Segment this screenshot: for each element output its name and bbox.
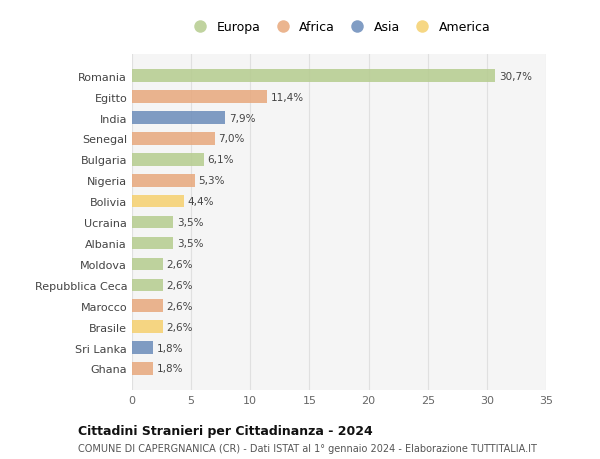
Bar [132,196,184,208]
Text: Cittadini Stranieri per Cittadinanza - 2024: Cittadini Stranieri per Cittadinanza - 2… [78,424,373,437]
Text: 2,6%: 2,6% [166,301,193,311]
Text: 7,9%: 7,9% [229,113,256,123]
Bar [132,321,163,333]
Text: 11,4%: 11,4% [271,92,304,102]
Bar [132,279,163,291]
Bar [132,363,153,375]
Text: 3,5%: 3,5% [177,218,203,228]
Text: 3,5%: 3,5% [177,239,203,248]
Bar [132,341,153,354]
Bar [132,112,226,124]
Text: 1,8%: 1,8% [157,343,184,353]
Bar [132,133,215,146]
Bar [132,258,163,271]
Bar [132,216,173,229]
Bar [132,154,204,166]
Text: 30,7%: 30,7% [499,72,532,82]
Text: 5,3%: 5,3% [198,176,225,186]
Text: 1,8%: 1,8% [157,364,184,374]
Text: 6,1%: 6,1% [208,155,234,165]
Legend: Europa, Africa, Asia, America: Europa, Africa, Asia, America [188,21,490,34]
Bar [132,70,495,83]
Bar [132,91,267,104]
Bar [132,300,163,312]
Text: 2,6%: 2,6% [166,259,193,269]
Text: 4,4%: 4,4% [188,197,214,207]
Text: 2,6%: 2,6% [166,322,193,332]
Text: 7,0%: 7,0% [218,134,245,144]
Bar [132,174,194,187]
Bar [132,237,173,250]
Text: 2,6%: 2,6% [166,280,193,290]
Text: COMUNE DI CAPERGNANICA (CR) - Dati ISTAT al 1° gennaio 2024 - Elaborazione TUTTI: COMUNE DI CAPERGNANICA (CR) - Dati ISTAT… [78,443,537,453]
